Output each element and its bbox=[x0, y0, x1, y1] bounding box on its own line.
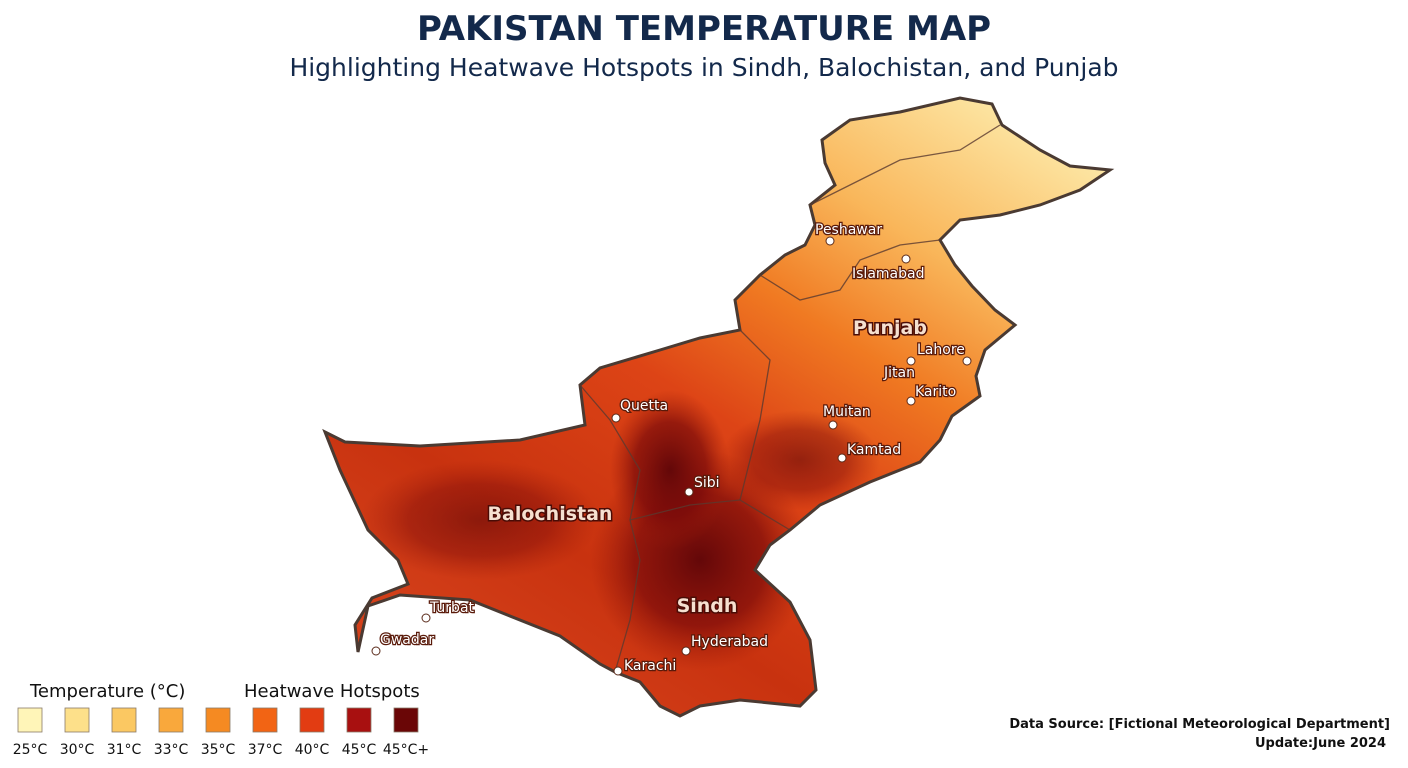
legend-label: 25°C bbox=[13, 742, 48, 758]
city-label: Hyderabad bbox=[691, 634, 768, 650]
city-label: Karachi bbox=[624, 658, 676, 674]
city-dot bbox=[962, 356, 972, 366]
legend-swatch bbox=[64, 707, 90, 733]
legend-title: Heatwave Hotspots bbox=[244, 681, 420, 702]
city-label: Sibi bbox=[694, 475, 720, 491]
title: PAKISTAN TEMPERATURE MAP bbox=[417, 9, 991, 49]
legend-label: 35°C bbox=[201, 742, 236, 758]
city-label: Karito bbox=[915, 384, 956, 400]
city-dot bbox=[837, 453, 847, 463]
city-dot bbox=[613, 666, 623, 676]
update-date: Update:June 2024 bbox=[1255, 736, 1386, 751]
city-label: Peshawar bbox=[815, 222, 882, 238]
subtitle: Highlighting Heatwave Hotspots in Sindh,… bbox=[289, 53, 1118, 82]
legend: Temperature (°C) Heatwave Hotspots 25°C 3… bbox=[13, 681, 429, 758]
city-dot bbox=[906, 396, 916, 406]
city-dot bbox=[684, 487, 694, 497]
legend-swatch bbox=[299, 707, 325, 733]
legend-label: 45°C+ bbox=[383, 742, 429, 758]
city-dot bbox=[611, 413, 621, 423]
legend-swatch bbox=[17, 707, 43, 733]
city-label: Quetta bbox=[620, 398, 668, 414]
city-label: Muitan bbox=[823, 404, 871, 420]
region-label: Balochistan bbox=[488, 503, 613, 525]
region-labels: Balochistan Sindh Punjab bbox=[486, 316, 928, 619]
legend-title: Temperature (°C) bbox=[29, 681, 185, 702]
city-label: Turbat bbox=[429, 600, 475, 616]
city-dot bbox=[906, 356, 916, 366]
legend-swatch bbox=[205, 707, 231, 733]
legend-swatch bbox=[346, 707, 372, 733]
legend-swatch bbox=[393, 707, 419, 733]
city-label: Islamabad bbox=[852, 266, 924, 282]
legend-swatch bbox=[252, 707, 278, 733]
legend-label: 30°C bbox=[60, 742, 95, 758]
city-dot bbox=[901, 254, 911, 264]
region-label: Punjab bbox=[853, 317, 927, 339]
city-label: Jitan bbox=[883, 365, 915, 381]
city-label: Lahore bbox=[917, 342, 965, 358]
city-dot bbox=[825, 236, 835, 246]
city-label: Gwadar bbox=[380, 632, 434, 648]
region-label: Sindh bbox=[677, 595, 738, 617]
legend-items: 25°C 30°C 31°C 33°C 35°C 37°C 40°C 45°C 45°C+ bbox=[13, 707, 429, 758]
legend-swatch bbox=[158, 707, 184, 733]
city-dot bbox=[828, 420, 838, 430]
legend-label: 37°C bbox=[248, 742, 283, 758]
city-dot bbox=[371, 646, 381, 656]
legend-label: 33°C bbox=[154, 742, 189, 758]
legend-swatch bbox=[111, 707, 137, 733]
legend-label: 45°C bbox=[342, 742, 377, 758]
city-dot bbox=[681, 646, 691, 656]
city-label: Kamtad bbox=[847, 442, 901, 458]
city-dot bbox=[421, 613, 431, 623]
data-source: Data Source: [Fictional Meteorological D… bbox=[1009, 717, 1390, 732]
legend-label: 31°C bbox=[107, 742, 142, 758]
legend-label: 40°C bbox=[295, 742, 330, 758]
